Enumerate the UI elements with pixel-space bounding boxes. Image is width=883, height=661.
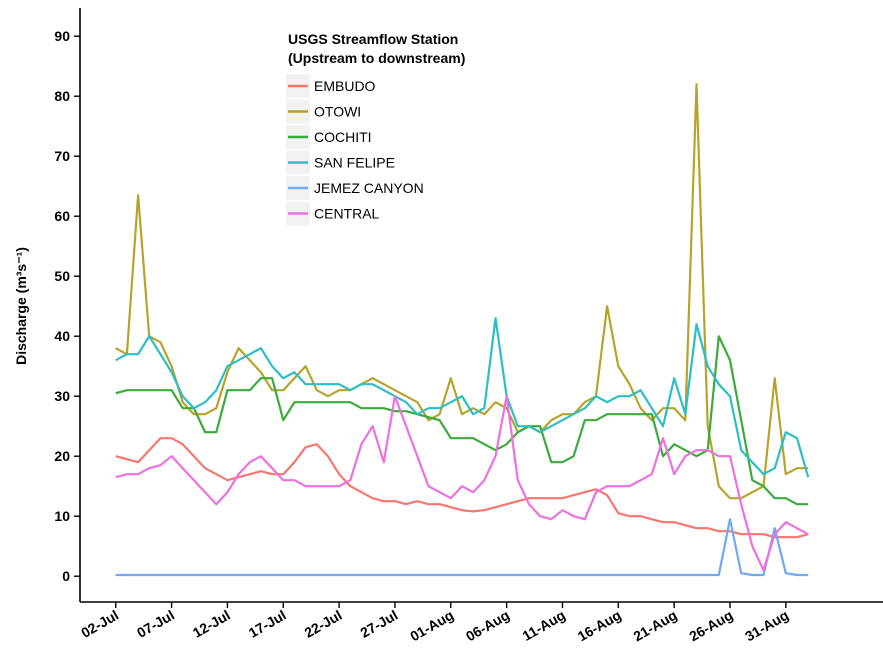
x-tick-label: 16-Aug <box>575 607 624 645</box>
legend-label: SAN FELIPE <box>314 155 395 171</box>
x-tick-label: 27-Jul <box>357 607 400 641</box>
series-line <box>115 317 810 478</box>
legend-label: OTOWI <box>314 104 361 120</box>
x-tick-label: 22-Jul <box>302 607 345 641</box>
legend-label: CENTRAL <box>314 206 380 222</box>
series-line <box>115 518 809 577</box>
y-tick-label: 10 <box>54 508 70 524</box>
legend-label: COCHITI <box>314 129 372 145</box>
y-tick-label: 40 <box>54 328 70 344</box>
legend-title: (Upstream to downstream) <box>288 50 465 66</box>
x-tick-label: 12-Jul <box>190 607 233 641</box>
x-tick-label: 06-Aug <box>463 607 512 645</box>
x-tick-label: 02-Jul <box>78 607 121 641</box>
x-tick-label: 31-Aug <box>742 607 791 645</box>
x-tick-label: 17-Jul <box>246 607 289 641</box>
x-tick-label: 21-Aug <box>631 607 680 645</box>
x-tick-label: 07-Jul <box>134 607 177 641</box>
y-tick-label: 60 <box>54 208 70 224</box>
legend-label: EMBUDO <box>314 78 376 94</box>
series-line <box>115 335 809 506</box>
y-axis-title: Discharge (m³s⁻¹) <box>13 247 29 365</box>
y-tick-label: 30 <box>54 388 70 404</box>
legend-label: JEMEZ CANYON <box>314 180 424 196</box>
y-tick-label: 0 <box>62 568 70 584</box>
y-tick-label: 80 <box>54 88 70 104</box>
x-tick-label: 26-Aug <box>686 607 735 645</box>
y-tick-label: 50 <box>54 268 70 284</box>
series-line <box>115 437 809 539</box>
y-tick-label: 20 <box>54 448 70 464</box>
series-line <box>115 83 809 500</box>
y-tick-label: 70 <box>54 148 70 164</box>
x-tick-label: 11-Aug <box>520 607 568 644</box>
legend-title: USGS Streamflow Station <box>288 31 458 47</box>
series-line <box>115 395 809 572</box>
y-tick-label: 90 <box>54 28 70 44</box>
x-tick-label: 01-Aug <box>407 607 456 645</box>
